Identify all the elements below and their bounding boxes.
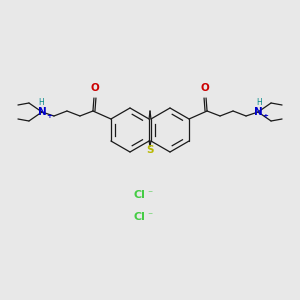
Text: O: O — [201, 83, 209, 93]
Text: N: N — [254, 107, 262, 117]
Text: H: H — [256, 98, 262, 107]
Text: Cl: Cl — [133, 212, 145, 222]
Text: Cl: Cl — [133, 190, 145, 200]
Text: H: H — [38, 98, 44, 107]
Text: N: N — [38, 107, 46, 117]
Text: O: O — [91, 83, 99, 93]
Text: S: S — [146, 145, 154, 155]
Text: ⁻: ⁻ — [147, 189, 152, 199]
Text: +: + — [262, 113, 268, 119]
Text: +: + — [46, 113, 52, 119]
Text: ⁻: ⁻ — [147, 211, 152, 221]
